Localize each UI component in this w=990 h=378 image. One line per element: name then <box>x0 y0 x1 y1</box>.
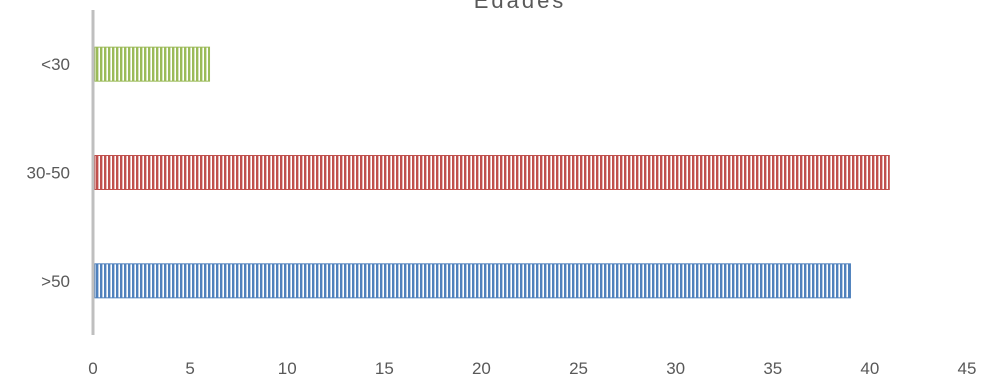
x-tick-label: 45 <box>958 359 977 378</box>
y-axis-labels: <30 30-50 >50 <box>27 55 70 291</box>
bar->50 <box>94 263 851 299</box>
x-tick-label: 0 <box>88 359 97 378</box>
x-tick-label: 30 <box>666 359 685 378</box>
bar-<30 <box>94 46 211 82</box>
x-tick-label: 35 <box>763 359 782 378</box>
chart-title: Edades <box>474 0 567 13</box>
y-tick-label: <30 <box>41 55 70 74</box>
y-tick-label: 30-50 <box>27 164 70 183</box>
bar-30-50 <box>94 155 890 190</box>
x-tick-label: 20 <box>472 359 491 378</box>
bars-layer <box>94 46 890 299</box>
x-tick-label: 15 <box>375 359 394 378</box>
x-tick-label: 5 <box>185 359 194 378</box>
x-tick-label: 25 <box>569 359 588 378</box>
x-axis-labels: 0 5 10 15 20 25 30 35 40 45 <box>88 359 976 378</box>
x-tick-label: 40 <box>860 359 879 378</box>
y-tick-label: >50 <box>41 272 70 291</box>
x-tick-label: 10 <box>278 359 297 378</box>
